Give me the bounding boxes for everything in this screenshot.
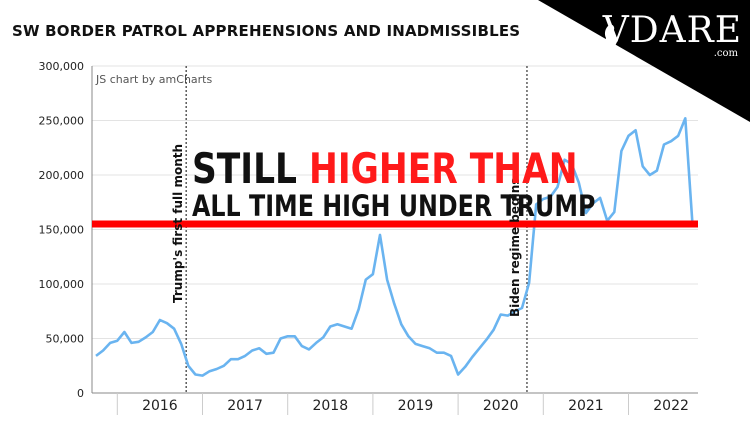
x-tick-label: 2018 bbox=[312, 398, 348, 414]
biden-line-label: Biden regime begins bbox=[508, 178, 522, 317]
logo-wordmark: VDARE bbox=[602, 10, 742, 51]
x-tick-label: 2022 bbox=[653, 398, 689, 414]
x-axis: 2016 2017 2018 2019 2020 2021 2022 bbox=[116, 393, 689, 415]
chart-title: SW BORDER PATROL APPREHENSIONS AND INADM… bbox=[12, 22, 521, 40]
y-tick-label: 100,000 bbox=[39, 278, 85, 291]
headline-higher-than: HIGHER THAN bbox=[309, 144, 578, 193]
y-tick-label: 300,000 bbox=[39, 60, 85, 73]
chart-credit: JS chart by amCharts bbox=[95, 73, 212, 86]
trump-line-label: Trump's first full month bbox=[171, 144, 185, 303]
series-line bbox=[95, 117, 694, 377]
logo-figure-icon bbox=[604, 24, 618, 48]
x-tick-label: 2016 bbox=[142, 398, 178, 414]
y-axis: 0 50,000 100,000 150,000 200,000 250,000 300,0… bbox=[39, 60, 698, 400]
x-tick-label: 2019 bbox=[398, 398, 434, 414]
headline: STILL HIGHER THAN ALL TIME HIGH UNDER TR… bbox=[192, 148, 595, 221]
y-tick-label: 0 bbox=[77, 387, 84, 400]
headline-all-time-high: ALL TIME HIGH UNDER TRUMP bbox=[192, 189, 596, 223]
y-tick-label: 50,000 bbox=[46, 333, 85, 346]
logo-corner bbox=[538, 0, 750, 122]
y-tick-label: 200,000 bbox=[39, 169, 85, 182]
x-tick-label: 2021 bbox=[568, 398, 604, 414]
headline-still: STILL bbox=[192, 144, 298, 193]
y-tick-label: 150,000 bbox=[39, 224, 85, 237]
x-tick-label: 2020 bbox=[483, 398, 519, 414]
x-tick-label: 2017 bbox=[227, 398, 263, 414]
y-tick-label: 250,000 bbox=[39, 115, 85, 128]
logo-domain: .com bbox=[713, 48, 738, 59]
